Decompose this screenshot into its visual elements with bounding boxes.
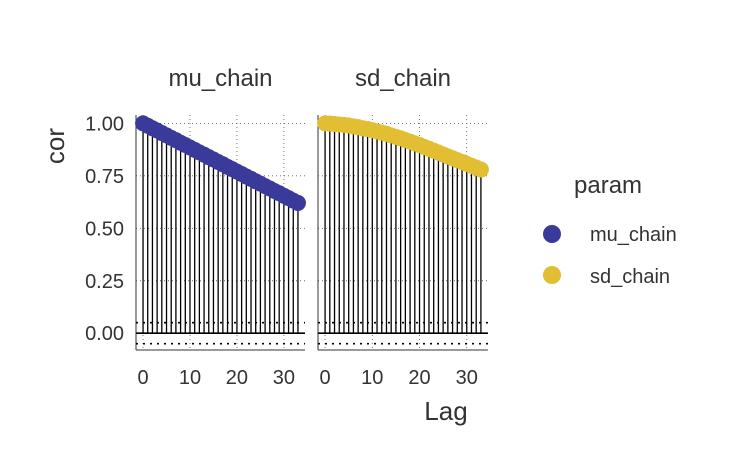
y-tick-label: 1.00	[85, 113, 124, 135]
x-tick-label: 20	[408, 367, 430, 389]
legend-label-sd_chain: sd_chain	[590, 266, 670, 288]
panel-sd_chain: sd_chain 0 10 20 30	[317, 65, 489, 389]
y-axis-title: cor	[40, 128, 70, 164]
panel-mu_chain: mu_chain 0 10 20 30 0.00 0.25 0.50 0.75 1.00	[85, 65, 306, 389]
y-tick-label: 0.75	[85, 166, 124, 188]
x-axis-title: Lag	[424, 396, 467, 426]
x-tick-label: 20	[226, 367, 248, 389]
legend-key-mu_chain	[543, 225, 561, 243]
strip-label-sd_chain: sd_chain	[355, 65, 451, 92]
legend-title: param	[574, 172, 642, 199]
legend-key-sd_chain	[543, 266, 561, 284]
acf-point	[472, 161, 489, 178]
acf-point	[289, 194, 306, 211]
legend: param mu_chain sd_chain	[543, 172, 677, 288]
legend-label-mu_chain: mu_chain	[590, 224, 677, 246]
x-tick-label: 0	[320, 367, 331, 389]
x-tick-label: 10	[179, 367, 201, 389]
x-tick-label: 30	[456, 367, 478, 389]
panels-layer: mu_chain 0 10 20 30 0.00 0.25 0.50 0.75 1.00 sd_ch…	[85, 65, 489, 389]
y-tick-label: 0.50	[85, 218, 124, 240]
x-tick-label: 10	[361, 367, 383, 389]
x-tick-label: 0	[137, 367, 148, 389]
strip-label-mu_chain: mu_chain	[168, 65, 272, 92]
y-tick-label: 0.25	[85, 271, 124, 293]
x-tick-label: 30	[273, 367, 295, 389]
y-tick-label: 0.00	[85, 323, 124, 345]
